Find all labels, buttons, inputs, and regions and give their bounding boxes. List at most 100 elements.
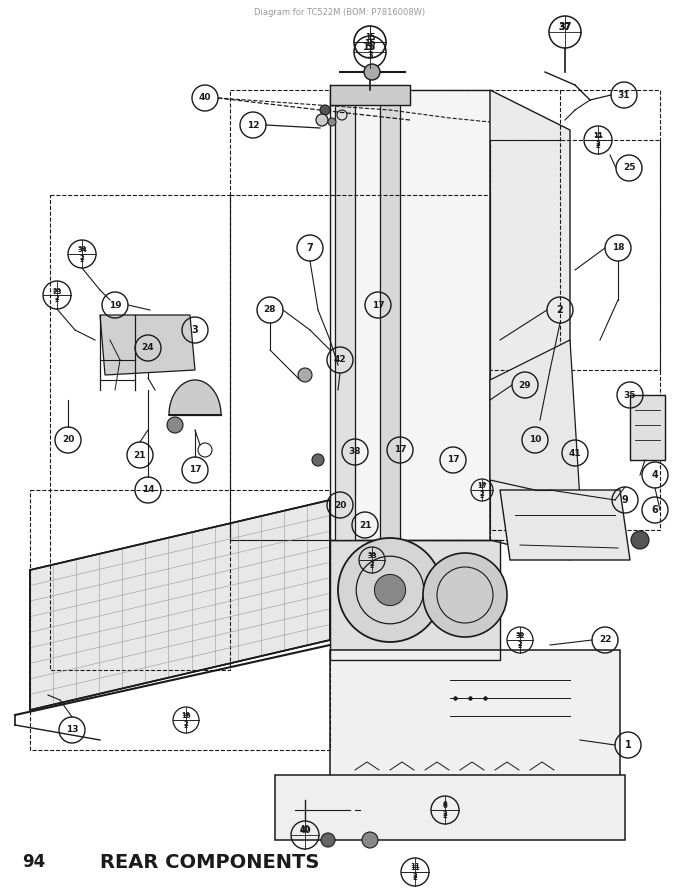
Polygon shape — [330, 90, 490, 540]
Polygon shape — [380, 90, 400, 540]
Polygon shape — [100, 315, 195, 375]
Text: 2: 2 — [557, 305, 563, 315]
Text: 2: 2 — [80, 254, 84, 260]
Text: 31: 31 — [617, 90, 630, 100]
Text: 3: 3 — [367, 52, 373, 61]
Text: 20: 20 — [334, 500, 346, 509]
Text: 2: 2 — [413, 875, 418, 881]
Text: 16: 16 — [182, 712, 190, 716]
Text: 2: 2 — [480, 493, 484, 499]
Polygon shape — [630, 395, 665, 460]
Text: 21: 21 — [134, 450, 146, 459]
Text: 4: 4 — [651, 470, 658, 480]
Text: 17: 17 — [447, 456, 459, 465]
Text: 19: 19 — [109, 301, 121, 310]
Text: 24: 24 — [141, 343, 154, 352]
Circle shape — [631, 531, 649, 549]
Polygon shape — [335, 90, 355, 540]
Circle shape — [298, 368, 312, 382]
Text: 10: 10 — [529, 435, 541, 444]
Polygon shape — [330, 650, 620, 780]
Text: 2: 2 — [443, 811, 447, 816]
Text: 2: 2 — [479, 491, 484, 497]
Text: 2: 2 — [80, 258, 84, 262]
Text: 2: 2 — [517, 643, 522, 648]
Text: 40: 40 — [299, 826, 311, 835]
Text: 17: 17 — [372, 301, 384, 310]
Circle shape — [328, 118, 336, 126]
Text: 15: 15 — [364, 39, 376, 48]
Text: 33: 33 — [367, 554, 377, 559]
Text: 34: 34 — [77, 247, 87, 253]
Text: 41: 41 — [568, 449, 581, 458]
Text: 9: 9 — [622, 495, 628, 505]
Text: 11: 11 — [593, 134, 603, 139]
Text: 2: 2 — [184, 721, 188, 726]
Text: 37: 37 — [558, 22, 572, 32]
Text: 6: 6 — [443, 801, 447, 807]
Polygon shape — [490, 90, 570, 560]
Text: 17: 17 — [394, 445, 407, 455]
Text: 2: 2 — [55, 299, 59, 303]
Circle shape — [312, 454, 324, 466]
Polygon shape — [30, 500, 330, 710]
Text: 17: 17 — [188, 466, 201, 475]
Text: 12: 12 — [247, 120, 259, 129]
Text: 21: 21 — [359, 521, 371, 530]
Text: 17: 17 — [477, 483, 487, 490]
Text: 33: 33 — [368, 551, 376, 557]
Text: 35: 35 — [624, 391, 636, 400]
Text: 40: 40 — [300, 824, 310, 833]
Polygon shape — [330, 540, 500, 660]
Text: 3: 3 — [192, 325, 199, 335]
Text: 16: 16 — [181, 714, 191, 720]
Text: 2: 2 — [413, 872, 418, 879]
Circle shape — [316, 114, 328, 126]
Circle shape — [375, 574, 405, 606]
Text: 15: 15 — [364, 32, 375, 42]
Text: 2: 2 — [54, 295, 59, 301]
Text: 18: 18 — [612, 244, 624, 252]
Text: 17: 17 — [477, 483, 486, 488]
Polygon shape — [490, 340, 580, 500]
Circle shape — [320, 105, 330, 115]
Circle shape — [423, 553, 507, 637]
Text: 34: 34 — [78, 246, 86, 252]
Text: 3: 3 — [367, 44, 373, 53]
Text: 15: 15 — [363, 42, 377, 53]
Text: 2: 2 — [596, 143, 600, 149]
Text: 11: 11 — [410, 865, 420, 871]
Circle shape — [338, 538, 442, 642]
Text: 32: 32 — [515, 632, 524, 637]
Text: 25: 25 — [623, 163, 635, 172]
Text: 2: 2 — [443, 813, 447, 819]
Text: 42: 42 — [334, 356, 346, 365]
Text: 38: 38 — [349, 448, 361, 457]
Text: 13: 13 — [66, 725, 78, 734]
Text: 2: 2 — [370, 560, 375, 566]
Circle shape — [364, 64, 380, 80]
Text: REAR COMPONENTS: REAR COMPONENTS — [100, 853, 320, 871]
Text: 2: 2 — [370, 564, 374, 568]
Polygon shape — [275, 775, 625, 840]
Text: 6: 6 — [443, 804, 447, 810]
Text: 29: 29 — [519, 381, 531, 390]
Text: 23: 23 — [52, 288, 62, 294]
Circle shape — [321, 833, 335, 847]
Circle shape — [362, 832, 378, 848]
Text: 14: 14 — [141, 485, 154, 494]
Text: 2: 2 — [184, 723, 188, 729]
Text: 28: 28 — [264, 305, 276, 315]
Circle shape — [167, 417, 183, 433]
Polygon shape — [330, 85, 410, 105]
Text: 37: 37 — [559, 22, 571, 31]
Text: 11: 11 — [593, 132, 603, 138]
Text: 7: 7 — [307, 243, 313, 253]
Text: 20: 20 — [62, 435, 74, 444]
Text: 32: 32 — [515, 633, 525, 640]
Text: 1: 1 — [625, 740, 631, 750]
Text: 22: 22 — [599, 635, 611, 645]
Polygon shape — [500, 490, 630, 560]
Text: Diagram for TC522M (BOM: P7816008W): Diagram for TC522M (BOM: P7816008W) — [254, 8, 426, 17]
Text: 2: 2 — [517, 640, 522, 647]
